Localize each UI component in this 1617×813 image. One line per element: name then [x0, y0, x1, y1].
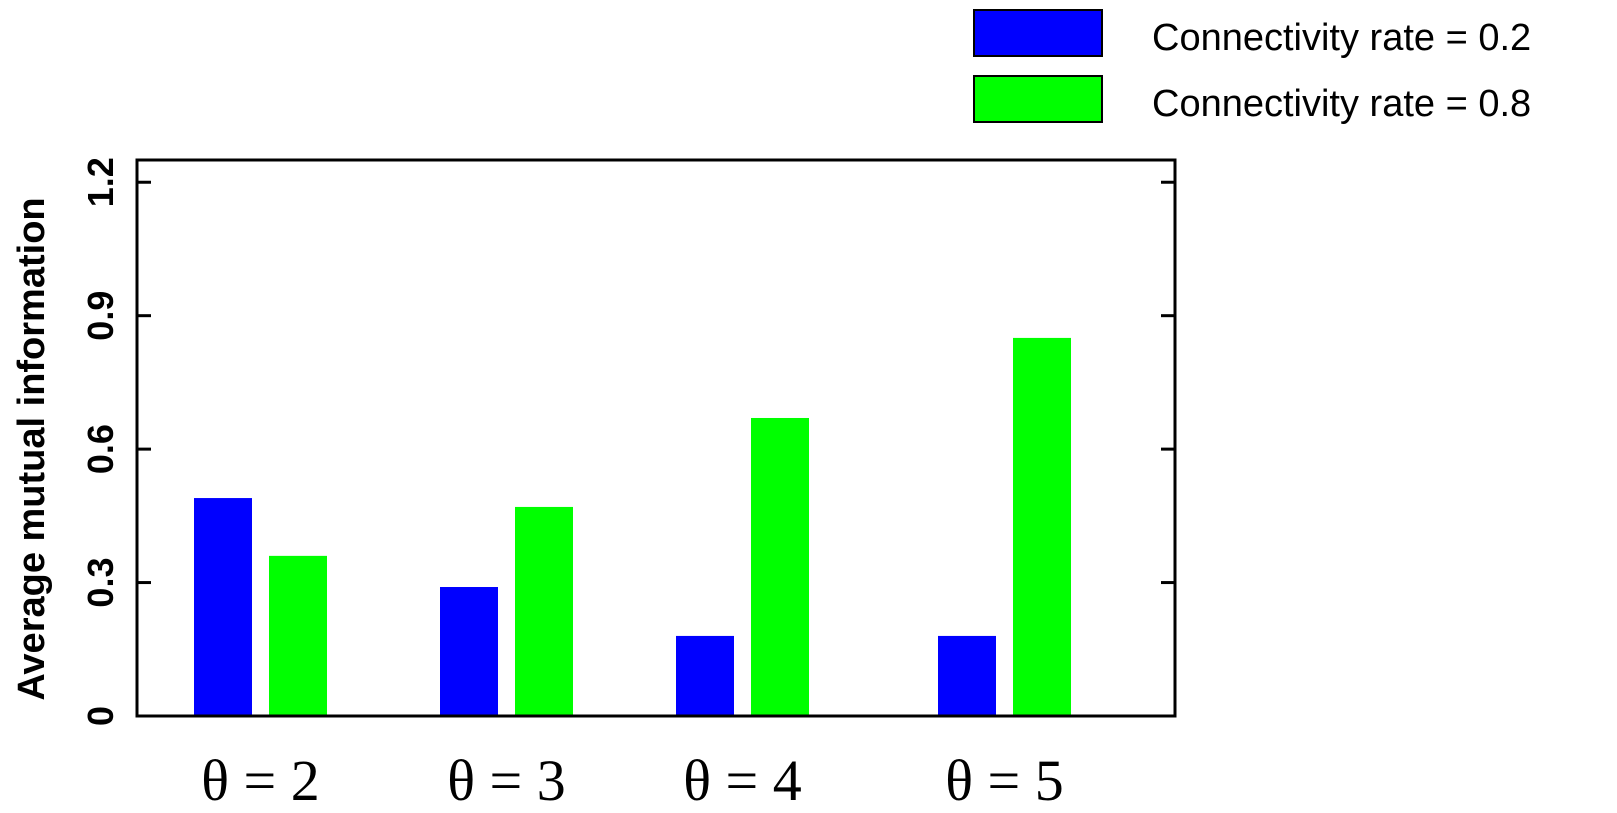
- bar-rate-0.8-cat-2: [515, 506, 573, 716]
- legend: Connectivity rate = 0.2 Connectivity rat…: [973, 9, 1531, 125]
- y-tick-label: 0.3: [80, 558, 121, 608]
- x-tick-label: θ = 2: [201, 748, 320, 808]
- x-tick-label: θ = 4: [683, 748, 802, 808]
- legend-swatch-series-2: [973, 75, 1103, 123]
- y-tick-label: 0: [80, 706, 121, 726]
- x-tick-label: θ = 3: [447, 748, 566, 808]
- bar-rate-0.2-cat-4: [938, 635, 996, 716]
- bar-rate-0.8-cat-1: [269, 555, 327, 716]
- x-tick-label: θ = 5: [945, 748, 1064, 808]
- y-axis-label: Average mutual information: [11, 197, 53, 700]
- bar-rate-0.2-cat-1: [194, 498, 252, 716]
- y-tick-label: 0.6: [80, 424, 121, 474]
- bar-rate-0.8-cat-3: [751, 417, 809, 716]
- bar-rate-0.2-cat-2: [440, 587, 498, 716]
- y-tick-label: 0.9: [80, 291, 121, 341]
- bar-rate-0.8-cat-4: [1013, 337, 1071, 716]
- plot-frame: [135, 158, 1177, 718]
- legend-swatch-series-1: [973, 9, 1103, 57]
- y-tick-label: 1.2: [80, 157, 121, 207]
- axes-group: θ = 2 θ = 3 θ = 4 θ = 5 0 0.3 0.6 0.9 1.2: [80, 157, 1177, 813]
- legend-label-series-2: Connectivity rate = 0.8: [1152, 83, 1531, 125]
- bars-group: [194, 337, 1071, 716]
- legend-label-series-1: Connectivity rate = 0.2: [1152, 17, 1531, 59]
- bar-rate-0.2-cat-3: [676, 635, 734, 716]
